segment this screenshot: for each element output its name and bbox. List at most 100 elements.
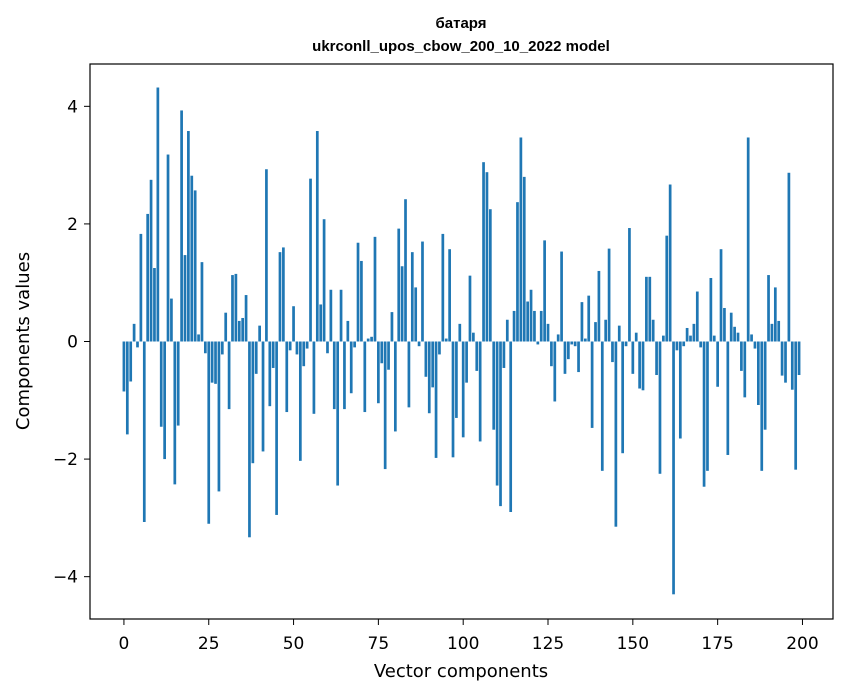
- bar-99: [458, 323, 462, 342]
- bar-89: [424, 341, 428, 377]
- bar-189: [763, 341, 767, 430]
- bar-152: [638, 341, 641, 389]
- bar-147: [621, 341, 625, 454]
- bar-110: [495, 341, 499, 486]
- bar-142: [604, 319, 608, 342]
- bar-164: [678, 341, 682, 439]
- bar-25: [207, 341, 211, 524]
- bar-155: [648, 276, 652, 342]
- bar-160: [665, 235, 669, 342]
- bar-55: [309, 178, 312, 342]
- bar-74: [373, 236, 377, 342]
- bar-165: [682, 341, 686, 347]
- bar-129: [560, 251, 563, 342]
- bar-195: [784, 341, 787, 383]
- y-tick-label: 0: [67, 333, 78, 353]
- bar-78: [387, 341, 390, 370]
- bar-131: [567, 341, 570, 360]
- bar-124: [543, 240, 546, 342]
- bar-159: [662, 335, 665, 342]
- bar-193: [777, 320, 781, 342]
- bar-127: [553, 341, 557, 402]
- bar-176: [719, 249, 723, 342]
- bar-194: [780, 341, 784, 376]
- x-tick-label: 125: [532, 634, 564, 654]
- bar-199: [797, 341, 801, 376]
- bar-169: [695, 291, 699, 342]
- x-axis-ticks: 0 25 50 75 100 125 150 175 200: [119, 619, 819, 654]
- bar-43: [268, 341, 272, 407]
- bar-115: [512, 310, 516, 342]
- y-axis-label: Components values: [13, 252, 34, 430]
- bar-32: [231, 275, 234, 342]
- bar-20: [190, 175, 194, 342]
- bar-0: [122, 341, 126, 392]
- bar-46: [278, 252, 282, 342]
- x-axis-label: Vector components: [374, 661, 548, 682]
- bar-91: [431, 341, 435, 388]
- bar-18: [183, 255, 187, 342]
- bar-173: [709, 278, 713, 342]
- bar-34: [237, 320, 241, 342]
- bar-54: [305, 341, 309, 349]
- bar-130: [563, 341, 567, 374]
- bar-154: [645, 276, 648, 342]
- bar-151: [634, 332, 638, 342]
- bar-117: [519, 137, 523, 342]
- bar-85: [410, 252, 414, 342]
- bar-10: [156, 87, 160, 342]
- bar-13: [166, 154, 170, 342]
- bar-139: [594, 322, 597, 342]
- bar-35: [241, 317, 245, 342]
- bar-184: [746, 137, 750, 342]
- bar-143: [607, 248, 611, 342]
- bar-187: [757, 341, 760, 405]
- bar-37: [248, 341, 251, 538]
- bar-158: [658, 341, 662, 474]
- bar-109: [492, 341, 496, 430]
- bar-103: [472, 332, 475, 342]
- bar-83: [404, 199, 407, 342]
- bar-61: [329, 289, 333, 342]
- bar-79: [390, 312, 394, 342]
- bar-170: [699, 341, 703, 348]
- bar-31: [227, 341, 231, 410]
- bar-111: [499, 341, 502, 507]
- bar-162: [672, 341, 675, 595]
- x-tick-label: 150: [617, 634, 649, 654]
- bar-123: [539, 310, 543, 342]
- chart-title-line2: ukrconll_upos_cbow_200_10_2022 model: [312, 38, 610, 55]
- bar-163: [675, 341, 679, 351]
- x-tick-label: 100: [447, 634, 479, 654]
- bar-185: [750, 334, 753, 342]
- bar-40: [258, 325, 261, 342]
- bar-2: [129, 341, 133, 382]
- bar-75: [377, 341, 380, 404]
- bar-72: [366, 338, 370, 342]
- bar-96: [448, 249, 451, 342]
- bar-166: [685, 327, 689, 342]
- bar-16: [176, 341, 180, 426]
- bar-38: [251, 341, 255, 464]
- y-tick-label: 4: [67, 97, 78, 117]
- bar-94: [441, 233, 445, 342]
- bar-27: [214, 341, 217, 384]
- bar-62: [332, 341, 336, 410]
- bar-188: [760, 341, 764, 471]
- bar-196: [787, 172, 791, 342]
- x-tick-label: 200: [786, 634, 818, 654]
- bar-66: [346, 320, 350, 342]
- bar-146: [617, 325, 621, 342]
- bar-42: [265, 169, 268, 342]
- bar-59: [322, 219, 326, 342]
- bar-56: [312, 341, 316, 414]
- bar-102: [468, 275, 472, 342]
- bar-68: [353, 341, 356, 348]
- bar-186: [753, 341, 757, 349]
- x-tick-label: 75: [368, 634, 390, 654]
- bar-1: [125, 341, 129, 435]
- bar-76: [380, 341, 384, 364]
- bar-81: [397, 228, 401, 342]
- bar-92: [434, 341, 438, 458]
